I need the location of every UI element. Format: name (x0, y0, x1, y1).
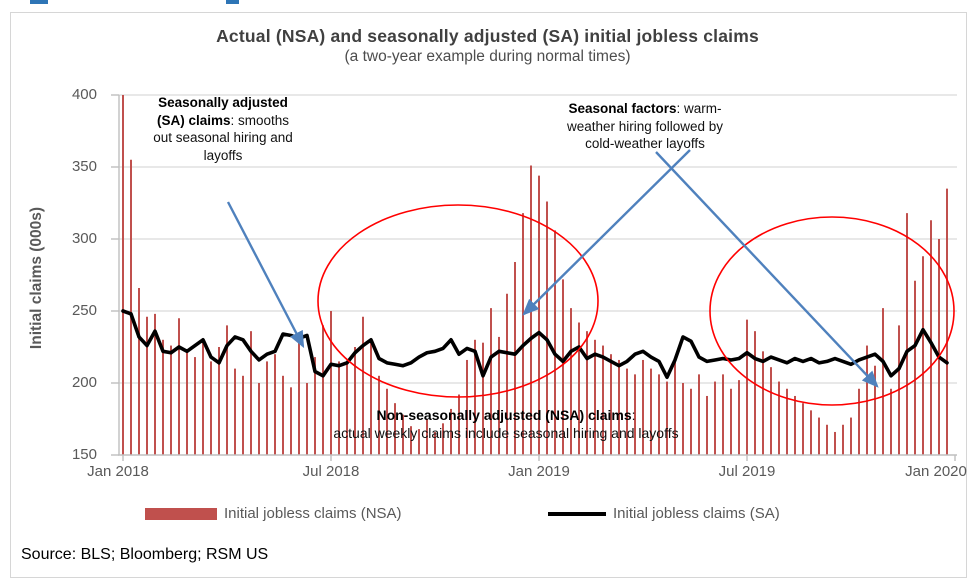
y-tick-150: 150 (71, 446, 97, 463)
nsa-annotation: Non-seasonally adjusted (NSA) claims: ac… (300, 406, 712, 442)
y-axis-title: Initial claims (000s) (28, 206, 45, 350)
y-tick-300: 300 (71, 230, 97, 247)
x-tick-jul2018: Jul 2018 (302, 463, 360, 480)
y-tick-250: 250 (71, 302, 97, 319)
nsa-annotation-line2: actual weekly claims include seasonal hi… (333, 425, 679, 442)
legend-sa-swatch (548, 511, 606, 516)
nsa-bars (122, 95, 948, 455)
annotation-arrow (522, 149, 691, 316)
highlight-ellipse (709, 216, 955, 406)
legend-sa-label: Initial jobless claims (SA) (613, 505, 780, 522)
nsa-annotation-colon: : (631, 407, 636, 423)
legend-nsa-label: Initial jobless claims (NSA) (224, 505, 402, 522)
x-tick-jan2019: Jan 2019 (508, 463, 570, 480)
sa-line-path (121, 309, 949, 380)
y-tick-350: 350 (71, 158, 97, 175)
x-tick-jul2019: Jul 2019 (718, 463, 776, 480)
seasonal-factors-annotation: Seasonal factors: warm-weather hiring fo… (565, 100, 725, 153)
sa-annotation-rest: : smooths out seasonal hiring and layoff… (153, 112, 293, 163)
sa-line (121, 309, 949, 380)
x-tick-jan2020: Jan 2020 (905, 463, 967, 480)
clipped-blue-text-fragment (30, 0, 48, 4)
chart-subtitle: (a two-year example during normal times) (344, 48, 631, 65)
y-tick-400: 400 (71, 86, 97, 103)
seasonal-factors-rest: : warm-weather hiring followed by cold-w… (566, 101, 724, 152)
highlight-overlays (226, 149, 955, 406)
chart-frame (10, 12, 967, 578)
seasonal-factors-bold: Seasonal factors (568, 101, 677, 116)
legend-item-sa: Initial jobless claims (SA) (548, 505, 780, 522)
source-note: Source: BLS; Bloomberg; RSM US (21, 546, 269, 563)
sa-annotation-bold: Seasonally adjusted (SA) claims (156, 95, 288, 128)
clipped-blue-text-fragment (226, 0, 239, 4)
legend-nsa-swatch (145, 507, 217, 520)
sa-annotation: Seasonally adjusted (SA) claims: smooths… (152, 94, 294, 164)
nsa-annotation-line1: Non-seasonally adjusted (NSA) claims: (300, 406, 712, 424)
axes (111, 94, 957, 461)
nsa-annotation-bold: Non-seasonally adjusted (NSA) claims (376, 407, 632, 423)
legend-item-nsa: Initial jobless claims (NSA) (145, 505, 402, 522)
chart-title: Actual (NSA) and seasonally adjusted (SA… (216, 26, 759, 46)
x-tick-jan2018: Jan 2018 (87, 463, 149, 480)
highlight-ellipse (317, 204, 599, 398)
annotation-arrow (226, 201, 305, 349)
y-tick-200: 200 (71, 374, 97, 391)
annotation-arrow (655, 151, 879, 388)
